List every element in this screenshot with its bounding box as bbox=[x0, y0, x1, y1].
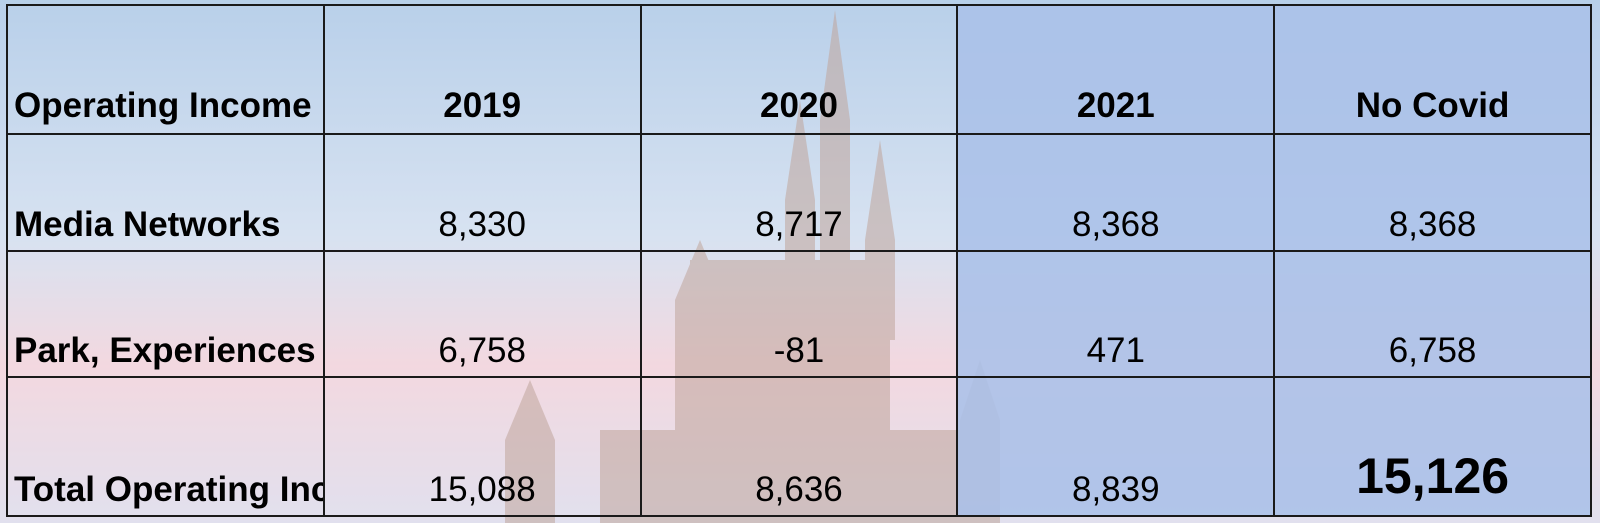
cell-media-no-covid: 8,368 bbox=[1273, 132, 1592, 252]
cell-parks-no-covid: 6,758 bbox=[1273, 249, 1592, 379]
header-2019: 2019 bbox=[322, 4, 642, 135]
cell-parks-2019: 6,758 bbox=[322, 249, 642, 379]
header-2021: 2021 bbox=[956, 4, 1276, 135]
table-row-parks: Park, Experiences and Products 6,758 -81… bbox=[6, 249, 1592, 379]
cell-parks-2020: -81 bbox=[639, 249, 959, 379]
row-label-total: Total Operating Income bbox=[6, 376, 325, 517]
operating-income-table: Operating Income (loss) 2019 2020 2021 N… bbox=[6, 4, 1592, 517]
header-2020: 2020 bbox=[639, 4, 959, 135]
table-header-row: Operating Income (loss) 2019 2020 2021 N… bbox=[6, 4, 1592, 135]
header-operating-income: Operating Income (loss) bbox=[6, 4, 325, 135]
row-label-parks: Park, Experiences and Products bbox=[6, 249, 325, 379]
cell-media-2019: 8,330 bbox=[322, 132, 642, 252]
header-no-covid: No Covid bbox=[1273, 4, 1592, 135]
cell-total-2019: 15,088 bbox=[322, 376, 642, 517]
table-row-total: Total Operating Income 15,088 8,636 8,83… bbox=[6, 376, 1592, 517]
cell-media-2020: 8,717 bbox=[639, 132, 959, 252]
cell-media-2021: 8,368 bbox=[956, 132, 1276, 252]
cell-total-2021: 8,839 bbox=[956, 376, 1276, 517]
table-row-media-networks: Media Networks 8,330 8,717 8,368 8,368 bbox=[6, 132, 1592, 252]
cell-total-2020: 8,636 bbox=[639, 376, 959, 517]
cell-parks-2021: 471 bbox=[956, 249, 1276, 379]
row-label-media-networks: Media Networks bbox=[6, 132, 325, 252]
cell-total-no-covid: 15,126 bbox=[1273, 376, 1592, 517]
